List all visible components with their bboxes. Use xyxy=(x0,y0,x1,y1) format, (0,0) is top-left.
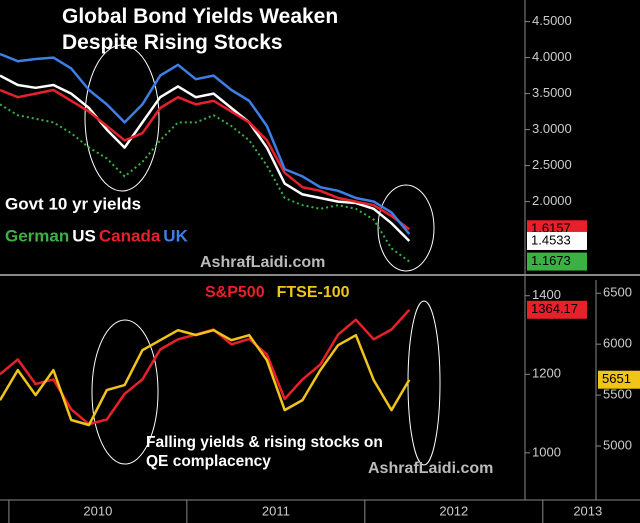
value-label: 1.1673 xyxy=(531,253,571,268)
legend-label: FTSE-100 xyxy=(277,284,350,301)
series-line xyxy=(0,88,411,231)
value-label: 1364.17 xyxy=(531,301,578,316)
legend-label: UK xyxy=(163,226,188,245)
y2-tick-label: 5000 xyxy=(603,437,632,452)
series-line xyxy=(0,52,411,235)
watermark: AshrafLaidi.com xyxy=(200,254,325,271)
y2-tick-label: 6000 xyxy=(603,336,632,351)
value-box xyxy=(598,370,640,389)
value-box xyxy=(527,300,587,319)
annotation: Falling yields & rising stocks on QE com… xyxy=(146,434,383,470)
value-label: 1.6157 xyxy=(531,221,571,236)
x-tick-label: 2011 xyxy=(262,503,290,518)
annotation: Govt 10 yr yields xyxy=(5,194,141,213)
series-line xyxy=(0,74,411,242)
highlight-ellipse xyxy=(91,319,159,465)
watermark: AshrafLaidi.com xyxy=(368,460,493,477)
chart-title: Global Bond Yields Weaken Despite Rising… xyxy=(62,5,339,54)
x-tick-label: 2013 xyxy=(573,503,602,518)
series-line xyxy=(0,308,411,426)
x-tick-label: 2012 xyxy=(439,503,468,518)
series-line xyxy=(0,328,411,427)
legend-label: S&P500 xyxy=(205,284,265,301)
y-tick-label: 1000 xyxy=(532,444,561,459)
highlight-ellipse xyxy=(407,300,441,466)
y-tick-label: 2.0000 xyxy=(532,193,572,208)
value-box xyxy=(527,231,587,250)
legend-label: Canada xyxy=(99,226,161,245)
y-tick-label: 1400 xyxy=(532,287,561,302)
y-tick-label: 4.0000 xyxy=(532,49,572,64)
value-box xyxy=(527,252,587,271)
y2-tick-label: 5500 xyxy=(603,387,632,402)
legend-label: German xyxy=(5,226,69,245)
value-label: 5651 xyxy=(602,371,631,386)
y-tick-label: 4.5000 xyxy=(532,13,572,28)
highlight-ellipse xyxy=(84,44,160,192)
y2-tick-label: 6500 xyxy=(603,285,632,300)
series-line xyxy=(0,103,410,263)
y-tick-label: 1200 xyxy=(532,366,561,381)
x-tick-label: 2010 xyxy=(83,503,112,518)
legend-label: US xyxy=(72,226,96,245)
value-label: 1.4533 xyxy=(531,232,571,247)
y-tick-label: 3.5000 xyxy=(532,85,572,100)
y-tick-label: 3.0000 xyxy=(532,121,572,136)
y-tick-label: 2.5000 xyxy=(532,157,572,172)
